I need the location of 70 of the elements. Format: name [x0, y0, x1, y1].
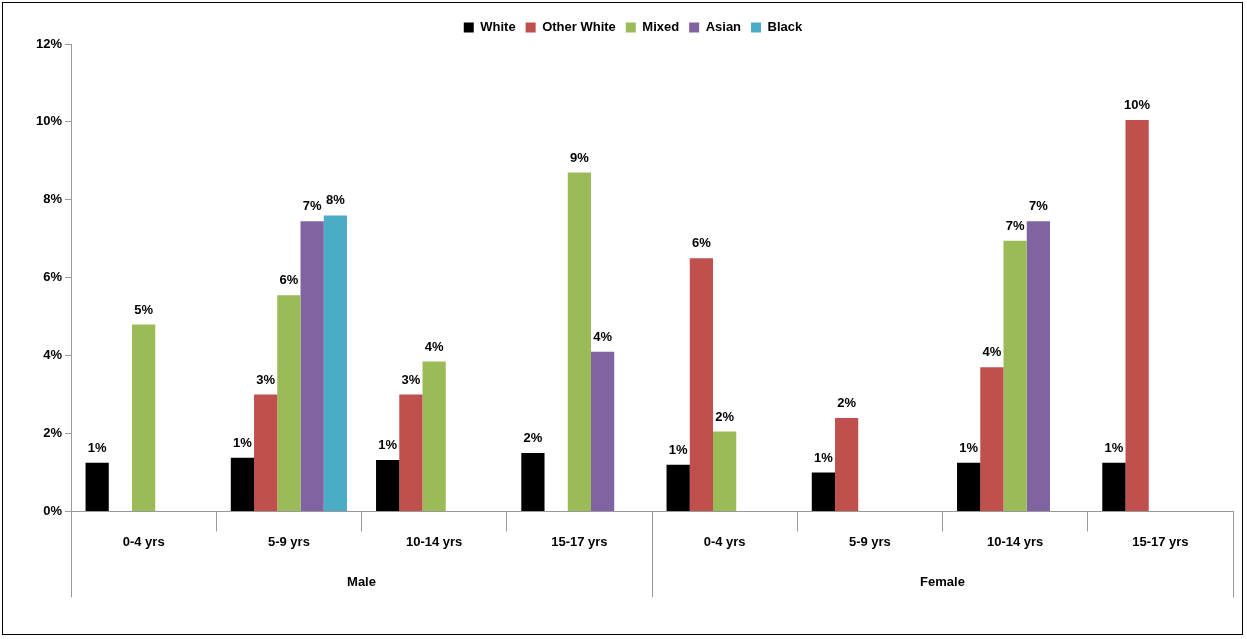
legend-label: Black	[767, 19, 804, 35]
data-label: 3%	[401, 371, 421, 387]
bar	[300, 221, 324, 511]
data-label: 1%	[233, 434, 253, 450]
bar	[277, 295, 301, 511]
data-label: 3%	[256, 371, 276, 387]
bar	[980, 367, 1004, 511]
x-tick-label: 10-14 yrs	[986, 533, 1044, 549]
data-label: 8%	[325, 192, 346, 208]
bar	[689, 258, 714, 511]
y-tick-label: 0%	[43, 502, 63, 518]
data-label: 2%	[523, 430, 543, 446]
x-tick-label: 15-17 yrs	[551, 533, 608, 549]
data-label: 7%	[1028, 198, 1049, 214]
data-label: 2%	[715, 408, 735, 424]
legend-label: White	[480, 19, 516, 35]
bar	[1026, 221, 1050, 511]
y-tick-label: 8%	[43, 191, 63, 207]
bar	[835, 417, 859, 511]
bar	[1102, 462, 1126, 511]
data-label: 2%	[837, 395, 857, 410]
data-label: 1%	[959, 439, 979, 455]
x-tick-label: 5-9 yrs	[267, 533, 310, 549]
data-label: 4%	[982, 344, 1002, 360]
bar	[1125, 119, 1149, 511]
bar	[132, 324, 156, 511]
data-label: 6%	[279, 272, 299, 288]
data-label: 4%	[424, 338, 444, 354]
legend-label: Asian	[705, 19, 742, 35]
data-label: 1%	[87, 439, 107, 455]
bar	[1003, 240, 1027, 511]
bar	[323, 215, 347, 511]
data-label: 1%	[1104, 439, 1124, 455]
bar	[666, 464, 690, 511]
bar	[254, 394, 278, 511]
y-tick-label: 2%	[43, 425, 63, 441]
bar	[591, 351, 615, 511]
bar	[811, 472, 836, 511]
x-tick-label: 15-17 yrs	[1132, 533, 1189, 549]
text: Male	[347, 573, 376, 589]
text: Female	[920, 573, 965, 589]
bar	[567, 172, 592, 511]
data-label: 7%	[302, 198, 322, 214]
data-label: 5%	[134, 301, 154, 317]
data-label: 1%	[814, 449, 834, 465]
data-label: 7%	[1005, 217, 1025, 233]
x-tick-label: 10-14 yrs	[405, 533, 463, 549]
bar	[422, 361, 446, 511]
bar	[521, 452, 545, 511]
data-label: 1%	[668, 441, 688, 457]
data-label: 10%	[1124, 97, 1151, 113]
legend-label: Mixed	[642, 19, 680, 35]
data-label: 1%	[378, 437, 398, 453]
bar	[713, 431, 737, 511]
bar	[376, 459, 400, 511]
bar	[399, 394, 423, 511]
y-tick-label: 6%	[43, 269, 63, 285]
y-tick-label: 10%	[35, 113, 63, 129]
bar	[85, 462, 109, 511]
bar	[957, 462, 981, 511]
legend-label: Other White	[542, 19, 616, 35]
x-tick-label: 5-9 yrs	[848, 533, 891, 549]
y-tick-label: 12%	[35, 35, 63, 51]
y-tick-label: 4%	[43, 347, 63, 363]
x-tick-label: 0-4 yrs	[122, 533, 165, 549]
data-label: 9%	[569, 149, 590, 165]
data-label: 4%	[593, 328, 613, 344]
data-label: 6%	[692, 235, 712, 251]
x-tick-label: 0-4 yrs	[703, 533, 746, 549]
bar	[230, 457, 255, 511]
